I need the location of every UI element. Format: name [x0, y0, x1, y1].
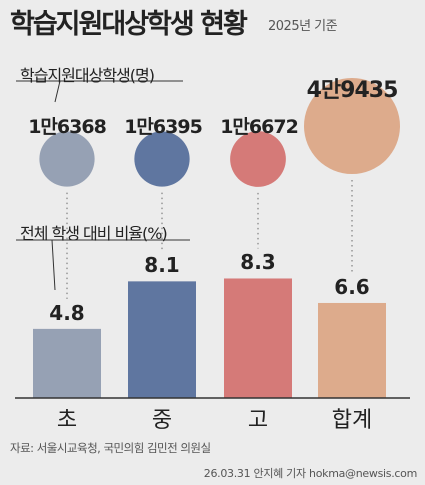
count-circle-total: [304, 78, 400, 174]
bar-value-go: 8.3: [240, 250, 276, 275]
bar-go: [224, 278, 292, 398]
bar-value-total: 6.6: [334, 274, 370, 299]
category-label-total: 합계: [331, 408, 373, 433]
subtitle: 2025년 기준: [268, 19, 338, 34]
count-value-cho: 1만6368: [28, 116, 107, 138]
ratio-label: 전체 학생 대비 비율(%): [20, 224, 168, 243]
bar-value-jung: 8.1: [144, 253, 180, 278]
count-circle-go: [230, 131, 286, 187]
category-label-cho: 초: [56, 408, 78, 433]
bar-total: [318, 302, 386, 398]
ratio-label-pointer: [37, 239, 56, 291]
count-label-pointer: [47, 80, 61, 103]
count-circle-cho: [39, 131, 95, 187]
credit-line: 26.03.31 안지혜 기자 hokma@newsis.com: [203, 467, 418, 480]
category-label-go: 고: [247, 408, 269, 433]
bar-cho: [33, 328, 101, 398]
count-value-total: 4만9435: [306, 78, 399, 103]
category-label-jung: 중: [151, 408, 173, 433]
source-note: 자료: 서울시교육청, 국민의힘 김민전 의원실: [10, 441, 211, 455]
count-label: 학습지원대상학생(명): [20, 66, 155, 85]
count-value-go: 1만6672: [220, 116, 299, 138]
count-circle-jung: [134, 131, 190, 187]
count-value-jung: 1만6395: [124, 116, 203, 138]
bar-value-cho: 4.8: [49, 300, 85, 325]
bar-jung: [128, 281, 196, 398]
page-title: 학습지원대상학생 현황: [10, 9, 248, 40]
